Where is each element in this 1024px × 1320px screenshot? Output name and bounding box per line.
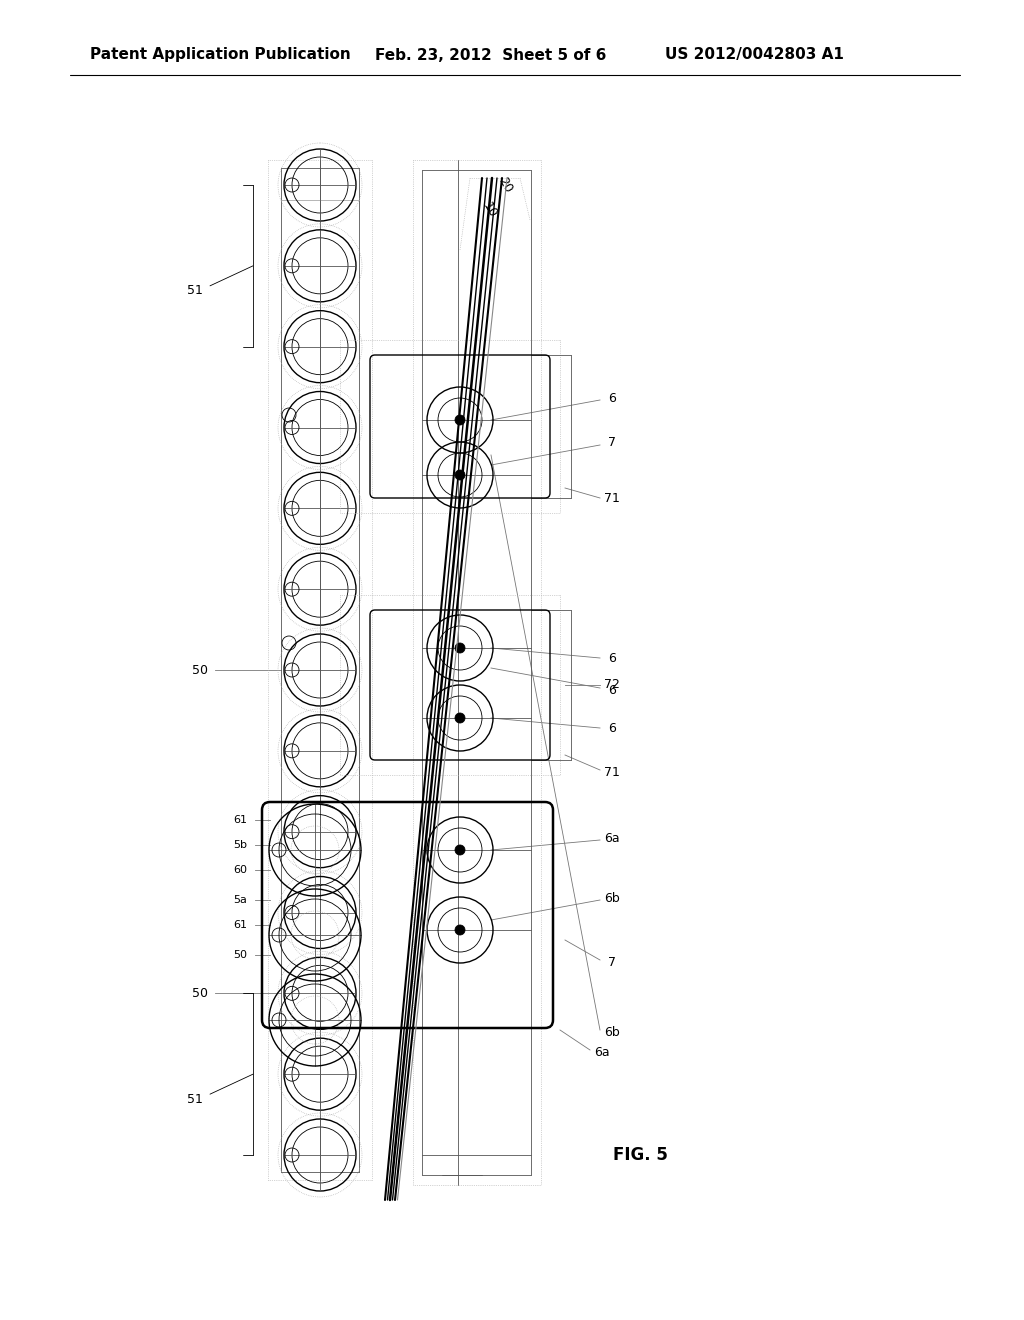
- Text: 5a: 5a: [233, 895, 247, 906]
- Text: 20: 20: [496, 174, 515, 195]
- Text: 71: 71: [604, 491, 620, 504]
- Text: 5b: 5b: [233, 840, 247, 850]
- Text: 7: 7: [608, 956, 616, 969]
- Text: 10: 10: [480, 199, 500, 220]
- Text: Patent Application Publication: Patent Application Publication: [90, 48, 351, 62]
- Circle shape: [455, 845, 465, 855]
- Circle shape: [455, 414, 465, 425]
- Circle shape: [455, 925, 465, 935]
- Text: 71: 71: [604, 766, 620, 779]
- Text: 72: 72: [604, 678, 620, 692]
- Text: US 2012/0042803 A1: US 2012/0042803 A1: [665, 48, 844, 62]
- Text: 51: 51: [187, 284, 203, 297]
- Text: 6: 6: [608, 684, 616, 697]
- Text: 6: 6: [608, 652, 616, 664]
- Text: 6: 6: [608, 722, 616, 734]
- Text: 50: 50: [233, 950, 247, 960]
- Text: 6b: 6b: [604, 891, 620, 904]
- Text: 60: 60: [233, 865, 247, 875]
- Text: 50: 50: [193, 664, 208, 676]
- Text: 6: 6: [608, 392, 616, 404]
- Text: 61: 61: [233, 920, 247, 931]
- Text: 7: 7: [608, 437, 616, 450]
- Text: 6a: 6a: [594, 1045, 610, 1059]
- Text: Feb. 23, 2012  Sheet 5 of 6: Feb. 23, 2012 Sheet 5 of 6: [375, 48, 606, 62]
- Text: 50: 50: [193, 987, 208, 999]
- Circle shape: [455, 713, 465, 723]
- Text: 51: 51: [187, 1093, 203, 1106]
- Circle shape: [455, 643, 465, 653]
- Circle shape: [455, 470, 465, 480]
- Text: FIG. 5: FIG. 5: [612, 1146, 668, 1164]
- Text: 6b: 6b: [604, 1026, 620, 1039]
- Text: 61: 61: [233, 814, 247, 825]
- Text: 6a: 6a: [604, 832, 620, 845]
